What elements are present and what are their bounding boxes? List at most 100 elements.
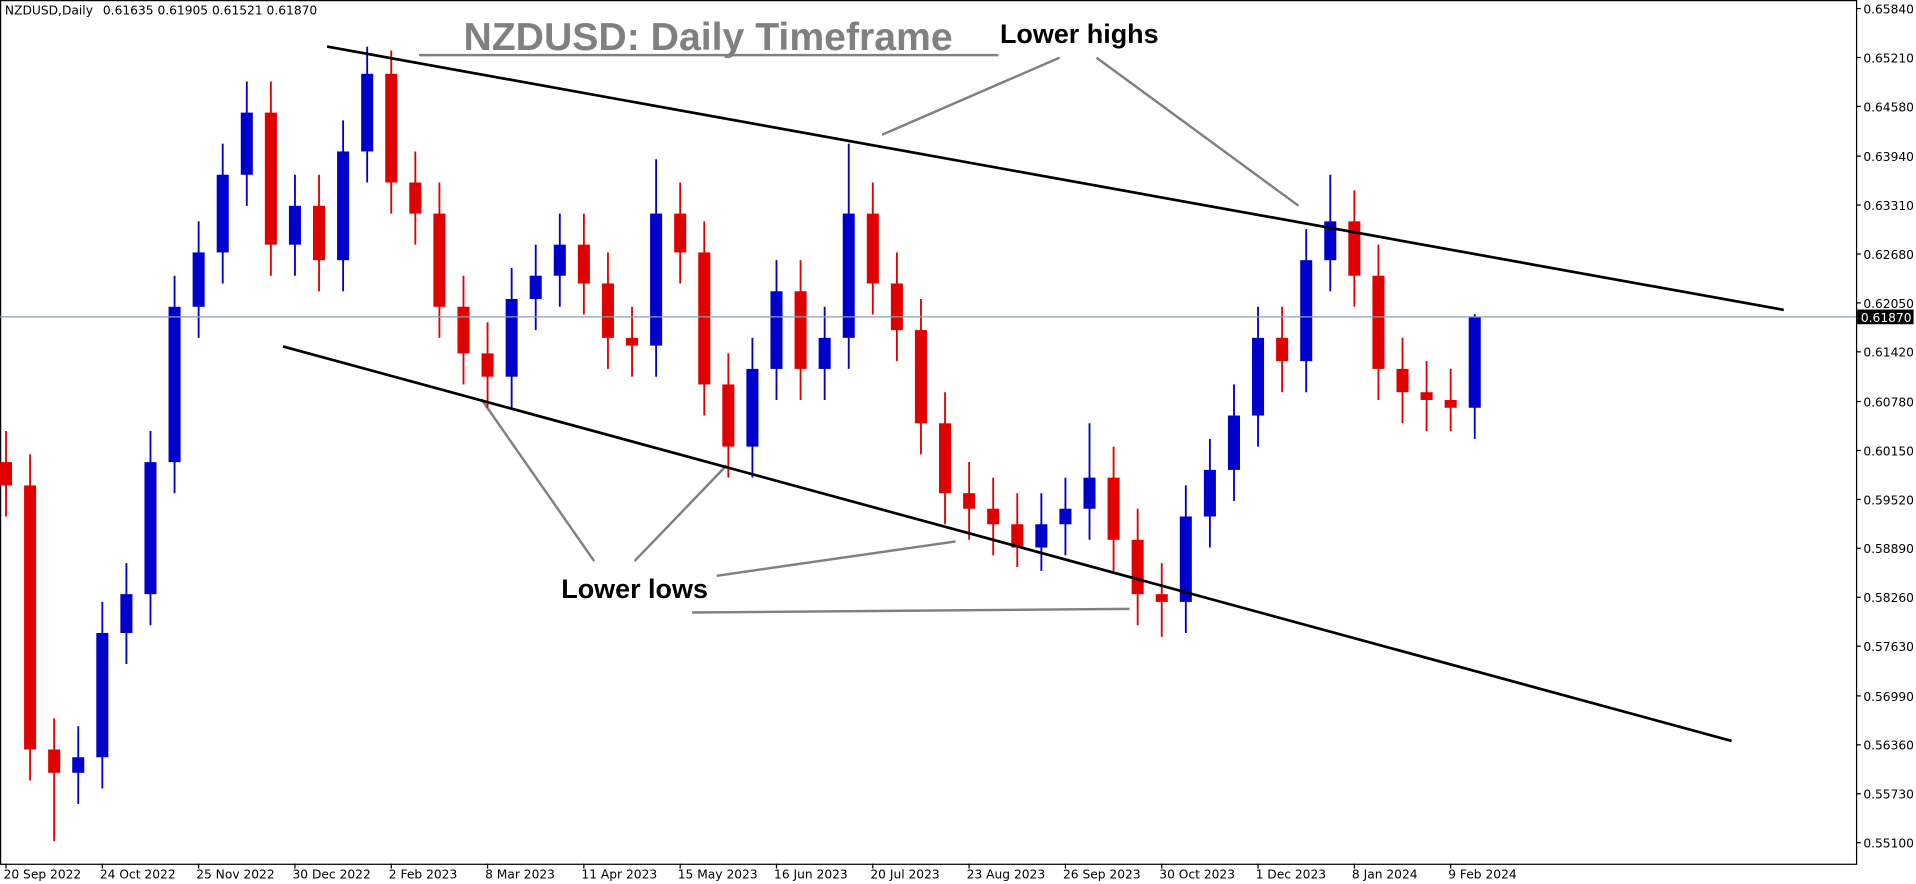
candle-body — [650, 213, 663, 346]
candle-body — [674, 213, 687, 253]
annotation-lower-lows: Lower lows — [561, 574, 708, 604]
y-tick-label: 0.62050 — [1863, 297, 1914, 311]
candle-body — [409, 182, 422, 214]
candle-body — [1059, 508, 1072, 525]
pointer-lines — [480, 56, 1300, 614]
candle-body — [577, 244, 590, 284]
x-tick-label: 8 Jan 2024 — [1352, 867, 1418, 881]
plot-frame — [0, 0, 1858, 865]
chart-title: NZDUSD: Daily Timeframe — [463, 16, 952, 59]
candle-body — [1179, 516, 1192, 602]
candle-body — [96, 632, 109, 758]
pointer-line — [1095, 56, 1300, 207]
candle-body — [1155, 594, 1168, 602]
candle-body — [770, 291, 783, 369]
candle-body — [1396, 368, 1409, 393]
candle-body — [1203, 469, 1216, 517]
candle-body — [288, 205, 301, 245]
y-tick-label: 0.60780 — [1863, 395, 1914, 409]
candle-body — [746, 368, 759, 447]
y-tick-label: 0.62680 — [1863, 248, 1914, 262]
y-tick-label: 0.65210 — [1863, 51, 1914, 65]
candle-body — [601, 283, 614, 338]
y-tick-label: 0.59520 — [1863, 493, 1914, 507]
candle-body — [890, 283, 903, 331]
x-tick-label: 20 Jul 2023 — [870, 867, 939, 881]
y-tick-label: 0.61420 — [1863, 346, 1914, 360]
x-tick-label: 2 Feb 2023 — [389, 867, 457, 881]
candle-body — [337, 151, 350, 261]
current-price-tag — [1857, 309, 1914, 325]
y-tick-label: 0.56990 — [1863, 690, 1914, 704]
candle-body — [794, 291, 807, 369]
candle-body — [1420, 392, 1433, 400]
y-tick-label: 0.64580 — [1863, 100, 1914, 114]
candle-body — [1252, 337, 1265, 416]
pointer-line — [716, 540, 956, 577]
candle-body — [192, 252, 205, 307]
candle-body — [1348, 221, 1361, 276]
candle-body — [1107, 477, 1120, 540]
pointer-line — [633, 464, 728, 562]
x-tick-label: 24 Oct 2022 — [100, 867, 176, 881]
candle-body — [457, 306, 470, 354]
candle-body — [722, 384, 735, 447]
header-symbol: NZDUSD,Daily — [5, 4, 93, 18]
candle-body — [1372, 275, 1385, 369]
annotation-lower-highs: Lower highs — [1000, 19, 1159, 49]
candle-body — [1444, 399, 1457, 408]
candle-body — [433, 213, 446, 307]
candle-body — [481, 353, 494, 377]
x-tick-label: 16 Jun 2023 — [774, 867, 848, 881]
candle-body — [144, 462, 157, 595]
x-tick-label: 26 Sep 2023 — [1063, 867, 1141, 881]
candle-body — [168, 306, 181, 463]
candle-body — [1227, 415, 1240, 470]
candle-body — [1035, 524, 1048, 548]
x-tick-label: 30 Dec 2022 — [292, 867, 370, 881]
candle-body — [914, 330, 927, 424]
candle-body — [1324, 221, 1337, 261]
candle-body — [264, 112, 277, 245]
y-tick-label: 0.58890 — [1863, 542, 1914, 556]
candle-body — [1468, 316, 1481, 408]
candle-body — [842, 213, 855, 338]
candle-body — [72, 757, 85, 773]
y-tick-label: 0.57630 — [1863, 640, 1914, 654]
pointer-line — [480, 398, 596, 562]
y-tick-label: 0.56360 — [1863, 739, 1914, 753]
y-tick-label: 0.55100 — [1863, 837, 1914, 851]
candle-body — [1276, 337, 1289, 362]
y-tick-label: 0.60150 — [1863, 444, 1914, 458]
x-tick-label: 11 Apr 2023 — [581, 867, 657, 881]
pointer-line — [881, 56, 1061, 136]
candle-body — [361, 73, 374, 152]
header-quote: 0.61635 0.61905 0.61521 0.61870 — [103, 4, 317, 18]
candle-body — [963, 493, 976, 509]
candle-body — [626, 337, 639, 346]
candle-body — [939, 423, 952, 494]
candle-body — [1300, 260, 1313, 362]
y-tick-label: 0.63310 — [1863, 199, 1914, 213]
candle-body — [1083, 477, 1096, 509]
candle-body — [120, 594, 133, 633]
x-tick-label: 25 Nov 2022 — [196, 867, 274, 881]
trend-line — [326, 45, 1784, 312]
x-tick-label: 15 May 2023 — [678, 867, 758, 881]
y-tick-label: 0.55730 — [1863, 788, 1914, 802]
candle-body — [529, 275, 542, 300]
candle-body — [987, 508, 1000, 525]
x-tick-label: 23 Aug 2023 — [967, 867, 1045, 881]
candle-body — [24, 485, 37, 750]
x-tick-label: 1 Dec 2023 — [1256, 867, 1326, 881]
candle-body — [313, 205, 326, 261]
candle-body — [818, 337, 831, 369]
candle-body — [0, 462, 13, 486]
candle-body — [698, 252, 711, 385]
y-tick-label: 0.65840 — [1863, 2, 1914, 16]
current-price-label: 0.61870 — [1861, 311, 1912, 325]
x-tick-label: 9 Feb 2024 — [1448, 867, 1517, 881]
candle-body — [216, 174, 229, 253]
y-tick-label: 0.58260 — [1863, 591, 1914, 605]
